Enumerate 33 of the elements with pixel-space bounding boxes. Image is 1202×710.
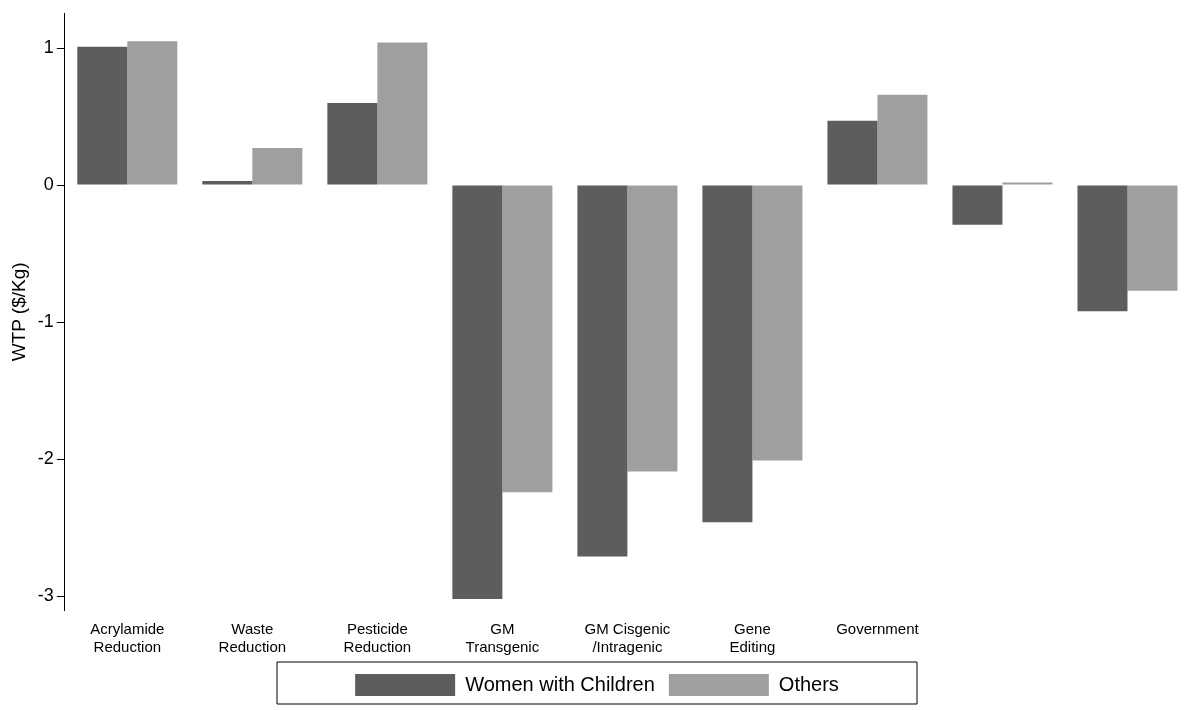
bar	[77, 46, 128, 185]
bar	[702, 185, 753, 523]
y-tick-label: -2	[37, 448, 54, 469]
y-tick-label: -3	[37, 585, 54, 606]
y-axis-title: WTP ($/Kg)	[7, 262, 29, 362]
bar	[827, 120, 878, 185]
x-tick-label: Acrylamide Reduction	[90, 620, 165, 656]
bar	[377, 42, 428, 185]
x-tick-label: Government	[836, 620, 920, 638]
bar	[452, 185, 503, 600]
y-tick-label: 1	[43, 37, 54, 58]
bar	[877, 94, 928, 185]
bar	[1002, 182, 1053, 185]
bar	[627, 185, 678, 472]
bar	[1077, 185, 1128, 312]
legend-label: Women with Children	[465, 672, 655, 695]
bar	[252, 148, 303, 185]
bar	[577, 185, 628, 557]
bar	[752, 185, 803, 461]
bar	[127, 41, 178, 185]
y-tick-label: -1	[37, 311, 54, 332]
bar	[1127, 185, 1178, 291]
bar	[327, 102, 378, 185]
bar	[502, 185, 553, 493]
x-tick-label: GM Transgenic	[465, 620, 540, 656]
bar	[202, 181, 253, 185]
x-tick-label: GM Cisgenic /Intragenic	[584, 620, 671, 656]
bar	[952, 185, 1003, 225]
x-tick-label: Gene Editing	[729, 620, 776, 656]
x-tick-label: Waste Reduction	[218, 620, 287, 656]
x-tick-label: Pesticide Reduction	[343, 620, 412, 656]
y-tick-label: 0	[43, 174, 54, 195]
legend-label: Others	[778, 672, 839, 695]
